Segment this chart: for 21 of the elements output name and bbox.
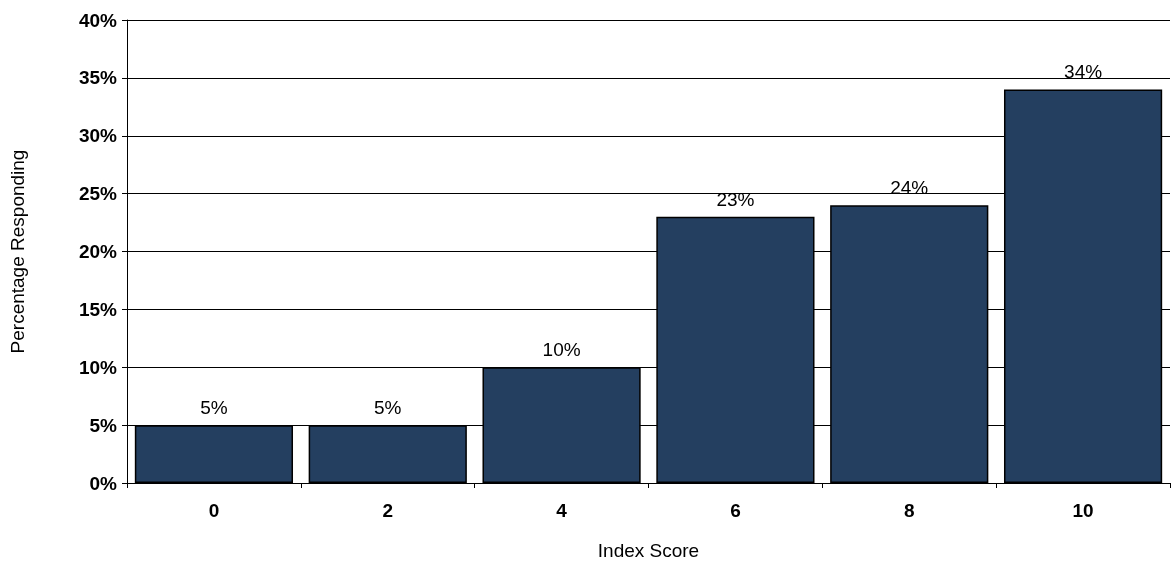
x-tick-label: 4 xyxy=(556,500,568,521)
data-label: 5% xyxy=(374,397,402,419)
x-tick-label: 2 xyxy=(382,500,394,521)
y-tick-label: 30% xyxy=(78,125,118,147)
data-label: 34% xyxy=(1064,61,1103,83)
x-tick-label: 8 xyxy=(903,500,915,521)
y-tick-label: 10% xyxy=(78,356,118,378)
data-label: 5% xyxy=(200,397,228,419)
x-tick-label: 0 xyxy=(208,500,220,521)
x-tick-label: 6 xyxy=(730,500,741,521)
y-tick-label: 20% xyxy=(78,241,118,262)
y-tick-label: 40% xyxy=(78,9,118,31)
y-axis-title: Percentage Responding xyxy=(7,149,28,354)
x-tick-label: 10 xyxy=(1072,500,1094,521)
y-tick-label: 35% xyxy=(78,67,118,89)
data-label: 10% xyxy=(542,339,581,361)
x-axis-title: Index Score xyxy=(597,540,700,561)
y-tick-label: 0% xyxy=(89,472,118,494)
y-tick-label: 15% xyxy=(78,298,118,320)
y-tick-label: 25% xyxy=(78,183,118,205)
y-tick-label: 5% xyxy=(89,414,118,436)
